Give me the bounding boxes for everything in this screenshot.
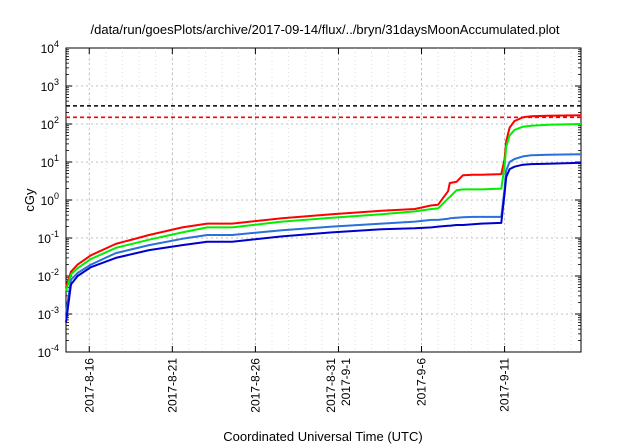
series-line bbox=[65, 123, 582, 292]
series-line bbox=[65, 161, 582, 323]
y-axis-ticks: 10-4 10-3 10-2 10-1 100 101 102 103 104 bbox=[38, 39, 581, 360]
x-tick-label: 2017-8-16 bbox=[82, 358, 96, 413]
x-axis-ticks: 2017-8-16 2017-8-21 2017-8-26 2017-8-31 2017… bbox=[82, 48, 512, 413]
grid bbox=[66, 48, 581, 352]
chart-title: /data/run/goesPlots/archive/2017-09-14/f… bbox=[91, 22, 560, 37]
reference-lines bbox=[66, 105, 581, 119]
y-tick-label: 102 bbox=[41, 115, 59, 132]
y-tick-label: 10-4 bbox=[38, 343, 59, 360]
series-line bbox=[65, 153, 582, 315]
x-tick-label: 2017-8-21 bbox=[165, 358, 179, 413]
y-tick-label: 10-1 bbox=[38, 229, 59, 246]
y-tick-label: 100 bbox=[41, 191, 59, 208]
y-tick-label: 10-3 bbox=[38, 305, 59, 322]
series-line bbox=[65, 114, 582, 288]
y-tick-label: 103 bbox=[41, 77, 59, 94]
x-axis-label: Coordinated Universal Time (UTC) bbox=[223, 429, 422, 444]
series-lines bbox=[65, 114, 582, 323]
y-tick-label: 104 bbox=[41, 39, 59, 56]
x-tick-label: 2017-9-1 bbox=[339, 358, 353, 406]
x-tick-label: 2017-8-31 bbox=[324, 358, 338, 413]
x-tick-label: 2017-9-11 bbox=[498, 358, 512, 412]
y-tick-label: 10-2 bbox=[38, 267, 59, 284]
x-tick-label: 2017-9-6 bbox=[415, 358, 429, 406]
x-tick-label: 2017-8-26 bbox=[248, 358, 262, 413]
y-axis-label: cGy bbox=[22, 188, 37, 212]
y-tick-label: 101 bbox=[41, 153, 59, 170]
